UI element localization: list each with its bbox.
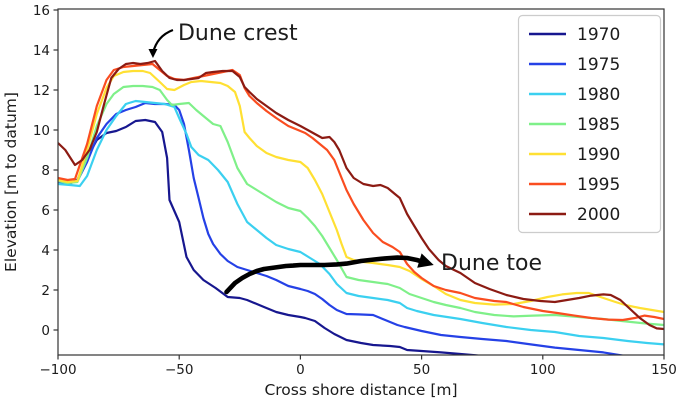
- plot-border: [57, 8, 665, 356]
- dune-crest-arrowhead-icon: [148, 49, 158, 58]
- y-tick-label: 12: [33, 83, 50, 99]
- series-line-1980: [58, 99, 664, 346]
- dune-toe-trajectory-arrow-icon: [224, 255, 427, 295]
- legend-item-1975: 1975: [529, 55, 620, 75]
- x-tick-label: 0: [296, 362, 305, 378]
- legend-label-1975: 1975: [577, 55, 620, 75]
- y-tick-label: 16: [33, 3, 50, 19]
- legend-item-1985: 1985: [529, 115, 620, 135]
- x-tick-label: 50: [413, 362, 430, 378]
- y-tick-label: 2: [41, 283, 50, 299]
- x-tick-label: 100: [530, 362, 556, 378]
- dune-crest-label: Dune crest: [178, 21, 298, 46]
- y-tick-label: 8: [41, 163, 50, 179]
- y-tick-label: 4: [41, 243, 50, 259]
- legend-label-1980: 1980: [577, 85, 620, 105]
- legend-label-1985: 1985: [577, 115, 620, 135]
- dune-toe-label: Dune toe: [441, 251, 542, 276]
- legend-item-1990: 1990: [529, 145, 620, 165]
- series-line-1995: [58, 62, 664, 322]
- y-axis-label: Elevation [m to datum]: [2, 92, 20, 272]
- x-axis-label: Cross shore distance [m]: [264, 381, 457, 399]
- y-tick-label: 14: [33, 43, 50, 59]
- legend-item-1995: 1995: [529, 175, 620, 195]
- dune-toe-arrowhead-icon: [417, 253, 434, 268]
- legend-box: [517, 14, 662, 234]
- legend-item-1970: 1970: [529, 25, 620, 45]
- series-line-1985: [58, 84, 664, 327]
- legend-item-1980: 1980: [529, 85, 620, 105]
- y-tick-label: 6: [41, 203, 50, 219]
- y-tick-label: 10: [33, 123, 50, 139]
- x-tick-label: −100: [39, 362, 76, 378]
- legend-label-1995: 1995: [577, 175, 620, 195]
- y-tick-label: 0: [41, 323, 50, 339]
- legend: 1970 1975 1980 1985 1990 1995 2000: [517, 14, 662, 234]
- x-tick-label: −50: [165, 362, 194, 378]
- legend-label-2000: 2000: [577, 205, 620, 225]
- series-line-2000: [58, 59, 664, 331]
- x-tick-label: 150: [651, 362, 677, 378]
- legend-label-1990: 1990: [577, 145, 620, 165]
- series-line-1970: [58, 118, 484, 355]
- legend-item-2000: 2000: [529, 205, 620, 225]
- legend-label-1970: 1970: [577, 25, 620, 45]
